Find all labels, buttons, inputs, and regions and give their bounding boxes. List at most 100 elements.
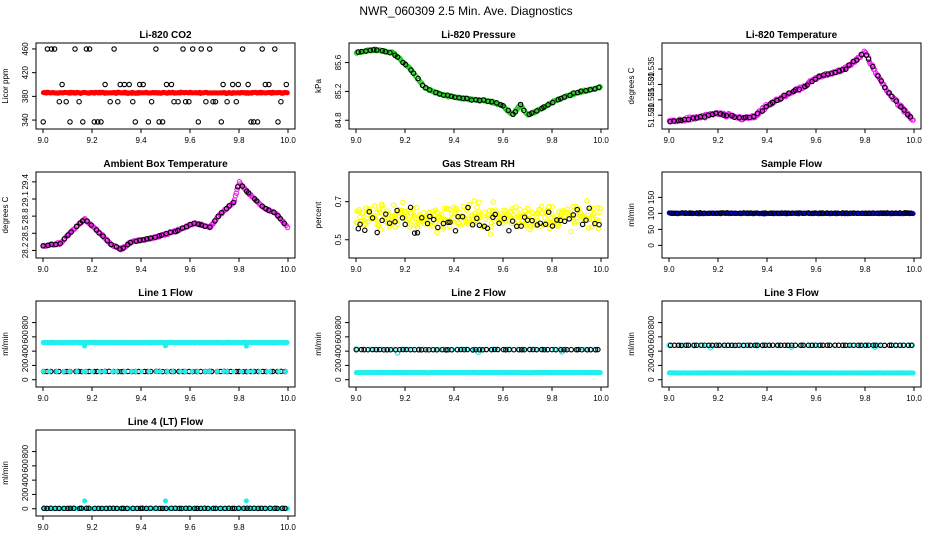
x-tick-label: 9.0 (663, 265, 675, 274)
x-tick-label: 9.0 (350, 136, 362, 145)
data-point (233, 98, 240, 105)
data-point (447, 223, 453, 230)
series-samples (667, 342, 915, 349)
data-point (782, 210, 789, 216)
data-point (198, 46, 204, 52)
data-point (516, 346, 522, 353)
data-point (390, 202, 397, 208)
data-point (67, 368, 73, 374)
data-point (506, 227, 512, 234)
data-point (48, 46, 55, 52)
y-tick-label: 28.5 (21, 225, 30, 241)
data-point (584, 347, 591, 353)
data-point (579, 221, 586, 228)
x-tick-label: 9.6 (184, 523, 196, 532)
data-point (486, 208, 493, 214)
data-point (86, 505, 92, 512)
data-point (183, 505, 189, 512)
data-point (373, 47, 380, 53)
data-point (140, 81, 146, 88)
data-point (488, 99, 495, 105)
data-point (775, 342, 781, 349)
data-point (132, 119, 139, 125)
series-line-flow (353, 369, 603, 376)
data-point (46, 368, 52, 374)
data-point (415, 75, 421, 82)
data-point (685, 342, 692, 348)
data-point (485, 98, 491, 105)
data-point (102, 81, 108, 88)
data-point (45, 242, 51, 249)
data-point (115, 98, 121, 105)
data-points (353, 346, 603, 376)
data-point (595, 225, 602, 232)
plot-frame (348, 171, 609, 259)
data-point (754, 110, 761, 116)
plot-frame (35, 300, 296, 388)
data-point (266, 207, 272, 213)
data-point (130, 98, 136, 105)
data-point (595, 346, 601, 353)
data-point (752, 342, 758, 349)
data-point (529, 217, 535, 224)
x-axis: 9.0 9.2 9.4 9.6 9.8 10.0 (663, 258, 922, 274)
data-point (244, 505, 250, 512)
data-point (457, 346, 464, 353)
data-point (769, 342, 776, 348)
y-tick-label: 420 (21, 65, 30, 79)
panel-line2: Line 2 Flow ml/min 9.0 9.2 9.4 9.6 9.8 10.0 0 200… (314, 288, 609, 403)
data-point (399, 215, 406, 221)
data-point (241, 505, 247, 512)
data-point (509, 218, 516, 224)
x-tick-label: 9.2 (86, 136, 98, 145)
data-point (195, 368, 201, 374)
data-point (434, 347, 440, 353)
data-point (527, 226, 533, 233)
data-point (518, 346, 525, 353)
data-point (865, 56, 872, 62)
data-point (390, 346, 396, 353)
x-tick-label: 9.4 (448, 136, 460, 145)
data-point (564, 206, 571, 213)
x-tick-label: 9.2 (712, 136, 724, 145)
data-point (369, 346, 376, 353)
data-point (103, 505, 109, 512)
y-axis: 84.8 85.2 85.6 (334, 54, 349, 128)
data-point (501, 215, 508, 222)
data-point (364, 219, 371, 225)
y-tick-label: 29.4 (21, 174, 30, 190)
data-point (57, 240, 64, 247)
x-tick-label: 9.8 (546, 394, 558, 403)
y-tick-label: 600 (21, 459, 30, 473)
data-point (61, 368, 67, 374)
y-tick-label: 0 (647, 243, 656, 248)
data-point (224, 368, 230, 374)
data-point (262, 505, 268, 512)
data-point (474, 204, 480, 210)
data-point (759, 108, 766, 114)
data-point (83, 368, 89, 374)
data-point (86, 46, 93, 52)
data-point (430, 346, 437, 353)
data-points (353, 198, 603, 237)
data-point (521, 107, 527, 114)
data-point (379, 47, 386, 54)
data-point (720, 112, 727, 118)
x-tick-label: 10.0 (280, 523, 296, 532)
x-tick-label: 10.0 (906, 136, 922, 145)
data-point (834, 210, 841, 216)
data-point (728, 342, 735, 349)
data-point (889, 210, 895, 216)
data-point (355, 49, 361, 55)
data-point (570, 203, 576, 210)
data-point (230, 199, 237, 206)
y-tick-label: 200 (334, 358, 343, 372)
x-tick-label: 9.2 (399, 136, 411, 145)
data-point (470, 347, 476, 353)
data-point (51, 46, 58, 52)
data-point (870, 63, 876, 70)
data-point (709, 111, 716, 118)
data-point (474, 215, 480, 222)
data-point (521, 346, 528, 353)
